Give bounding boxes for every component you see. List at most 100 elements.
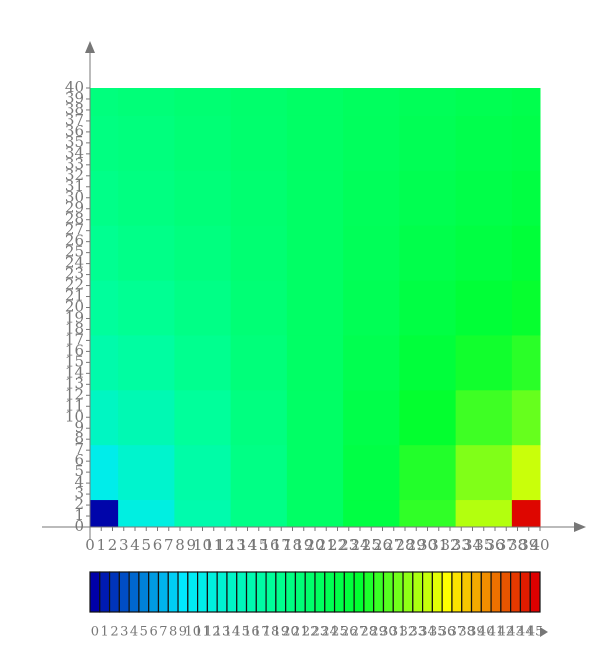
colorbar-label: 13: [214, 625, 231, 640]
field-cell: [90, 280, 119, 336]
field-cell: [90, 170, 119, 226]
y-tick-label: 12: [65, 385, 84, 403]
field-cell: [118, 389, 175, 446]
colorbar-swatch: [245, 571, 257, 613]
colorbar-label: 39: [468, 625, 485, 640]
x-tick-label: 1: [96, 536, 106, 554]
field-cell: [399, 115, 457, 171]
x-tick-label: 7: [164, 536, 174, 554]
field-cell: [343, 170, 400, 226]
colorbar-label: 4: [130, 625, 138, 640]
x-tick-label: 27: [384, 536, 403, 554]
colorbar-swatch: [441, 571, 453, 613]
colorbar-swatch: [314, 571, 326, 613]
colorbar-swatch: [167, 571, 179, 613]
colorbar-label: 17: [253, 625, 270, 640]
colorbar-label: 9: [179, 625, 187, 640]
x-tick-label: 40: [530, 536, 549, 554]
x-tick-label: 36: [485, 536, 504, 554]
colorbar-label: 37: [449, 625, 466, 640]
field-cell: [511, 115, 541, 171]
colorbar-label: 27: [351, 625, 368, 640]
colorbar-swatch: [148, 571, 160, 613]
field-cell: [90, 334, 119, 391]
x-tick-label: 4: [130, 536, 140, 554]
field-cell: [230, 170, 288, 226]
colorbar-swatch: [294, 571, 306, 613]
colorbar-swatch: [382, 571, 394, 613]
field-cell: [90, 389, 119, 446]
y-tick-label: 13: [65, 374, 84, 392]
y-tick-label: 33: [65, 155, 84, 173]
field-cell: [455, 88, 513, 116]
colorbar-swatch: [89, 571, 101, 613]
x-tick-label: 32: [440, 536, 459, 554]
field-cell: [230, 444, 288, 501]
y-tick-label: 3: [74, 484, 84, 502]
y-tick-label: 18: [65, 319, 84, 337]
field-cell: [90, 444, 119, 501]
colorbar-label: 6: [149, 625, 157, 640]
field-cell: [343, 334, 400, 391]
x-tick-label: 9: [186, 536, 196, 554]
field-cell: [455, 280, 513, 336]
field-cell: [118, 280, 175, 336]
colorbar-swatch: [197, 571, 208, 613]
field-cell: [174, 334, 232, 391]
colorbar-label: 41: [488, 625, 505, 640]
x-tick-label: 21: [317, 536, 336, 554]
field-cell: [511, 499, 541, 528]
field-cell: [90, 115, 119, 171]
field-cell: [343, 115, 400, 171]
field-cell: [174, 389, 232, 446]
y-tick-label: 25: [65, 243, 84, 261]
field-cell: [511, 280, 541, 336]
field-cell: [230, 225, 288, 281]
x-tick-label: 2: [108, 536, 118, 554]
colorbar-label: 25: [331, 625, 348, 640]
field-cell: [399, 88, 457, 116]
field-cell: [455, 115, 513, 171]
field-cell: [174, 444, 232, 501]
x-tick-label: 34: [463, 536, 482, 554]
colorbar-swatch: [187, 571, 199, 613]
field-cell: [455, 444, 513, 501]
field: [90, 88, 541, 528]
field-cell: [343, 88, 400, 116]
field-cell: [343, 225, 400, 281]
x-tick-label: 22: [328, 536, 347, 554]
colorbar-label: 8: [169, 625, 177, 640]
axes: 0 1 2 3 4 5 6 7 8 9101112131415161718192021222324…: [42, 41, 586, 554]
colorbar-swatch: [480, 571, 492, 613]
colorbar-swatch: [353, 571, 365, 613]
y-tick-label: 14: [65, 363, 84, 381]
colorbar-label: 12: [204, 625, 221, 640]
y-tick-label: 37: [65, 111, 84, 129]
x-tick-label: 16: [260, 536, 279, 554]
colorbar-swatch: [236, 571, 248, 613]
y-tick-label: 19: [65, 308, 84, 326]
colorbar-swatch: [451, 571, 463, 613]
x-tick-label: 3: [119, 536, 129, 554]
x-tick-label: 23: [339, 536, 358, 554]
field-cell: [90, 225, 119, 281]
colorbar-label: 10: [184, 625, 201, 640]
colorbar-label: 3: [120, 625, 128, 640]
y-tick-label: 29: [65, 199, 84, 217]
colorbar-label: 29: [370, 625, 387, 640]
field-cell: [286, 499, 344, 528]
field-cell: [230, 280, 288, 336]
x-tick-label: 8: [175, 536, 185, 554]
field-cell: [511, 225, 541, 281]
x-tick-label: 35: [474, 536, 493, 554]
colorbar-label: 42: [497, 625, 514, 640]
y-tick-label: 8: [74, 429, 84, 447]
colorbar-label: 15: [233, 625, 250, 640]
colorbar-arrow: [540, 627, 548, 637]
field-cell: [286, 444, 344, 501]
colorbar-swatch: [108, 571, 120, 613]
field-cell: [286, 88, 344, 116]
field-cell: [174, 280, 232, 336]
x-tick-label: 5: [141, 536, 151, 554]
colorbar-label: 31: [390, 625, 407, 640]
